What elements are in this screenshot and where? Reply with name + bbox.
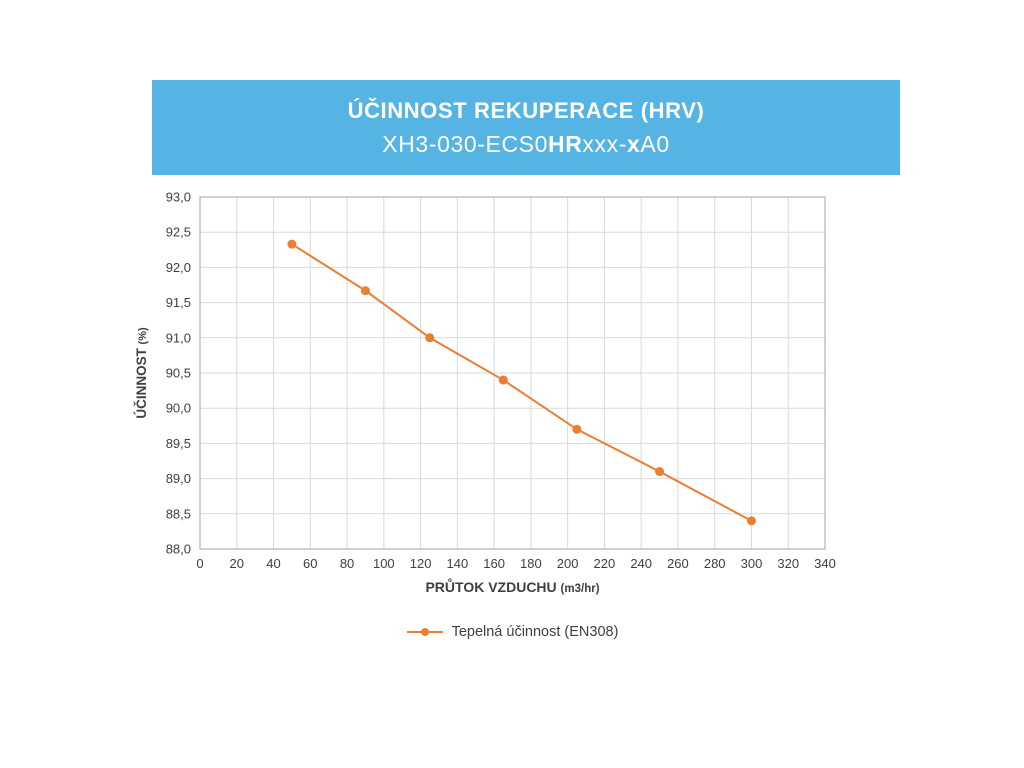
data-point-marker: [498, 375, 508, 385]
x-tick-label: 280: [704, 556, 726, 571]
chart-subtitle-segment: x: [626, 130, 641, 157]
chart-subtitle: XH3-030-ECS0HRxxx-xA0: [382, 131, 669, 158]
x-tick-label: 20: [230, 556, 244, 571]
legend: Tepelná účinnost (EN308): [200, 624, 825, 640]
chart-title: ÚČINNOST REKUPERACE (HRV): [347, 97, 705, 123]
y-tick-label: 88,5: [166, 506, 191, 521]
x-tick-label: 180: [520, 556, 542, 571]
line-chart: 88,0 88,5 89,0 89,5 90,0 90,5 91,0 91,5 92,0 92,5…: [134, 190, 836, 596]
x-tick-label: 40: [266, 556, 280, 571]
y-tick-label: 89,0: [166, 471, 191, 486]
x-tick-label: 320: [777, 556, 799, 571]
y-tick-label: 93,0: [166, 190, 191, 205]
y-tick-label: 89,5: [166, 436, 191, 451]
data-point-marker: [425, 333, 435, 343]
x-tick-label: 140: [447, 556, 469, 571]
data-point-marker: [572, 424, 582, 434]
data-point-marker: [287, 239, 297, 249]
legend-line-marker: [406, 628, 443, 637]
x-tick-label: 260: [667, 556, 689, 571]
x-tick-label: 100: [373, 556, 395, 571]
data-point-marker: [746, 516, 756, 526]
chart-header-banner: ÚČINNOST REKUPERACE (HRV) XH3-030-ECS0HR…: [152, 80, 900, 175]
legend-label: Tepelná účinnost (EN308): [451, 624, 619, 640]
data-point-marker: [655, 467, 665, 477]
y-tick-label: 90,0: [166, 401, 191, 416]
y-tick-label: 91,0: [166, 330, 191, 345]
x-tick-label: 220: [594, 556, 616, 571]
x-tick-label: 200: [557, 556, 579, 571]
y-tick-label: 88,0: [166, 542, 191, 557]
chart-subtitle-segment: A0: [640, 130, 670, 157]
y-tick-label: 90,5: [166, 366, 191, 381]
x-tick-label: 0: [196, 556, 203, 571]
legend-dot-icon: [420, 628, 429, 636]
x-tick-label: 60: [303, 556, 317, 571]
x-tick-label: 300: [741, 556, 763, 571]
y-tick-label: 92,5: [166, 225, 191, 240]
y-axis-title: ÚČINNOST (%): [134, 327, 149, 419]
x-tick-label: 240: [630, 556, 652, 571]
x-tick-label: 340: [814, 556, 836, 571]
x-tick-label: 80: [340, 556, 354, 571]
y-tick-label: 92,0: [166, 260, 191, 275]
data-point-marker: [360, 286, 370, 296]
x-tick-label: 160: [483, 556, 505, 571]
y-tick-label: 91,5: [166, 295, 191, 310]
chart-subtitle-segment: XH3-030-ECS0: [382, 130, 548, 157]
chart-subtitle-segment: HR: [547, 130, 583, 157]
series-line: [291, 243, 752, 522]
x-axis-title: PRŮTOK VZDUCHU (m3/hr): [425, 577, 599, 595]
x-tick-label: 120: [410, 556, 432, 571]
chart-subtitle-segment: xxx-: [582, 130, 627, 157]
plot-border: [199, 196, 826, 550]
